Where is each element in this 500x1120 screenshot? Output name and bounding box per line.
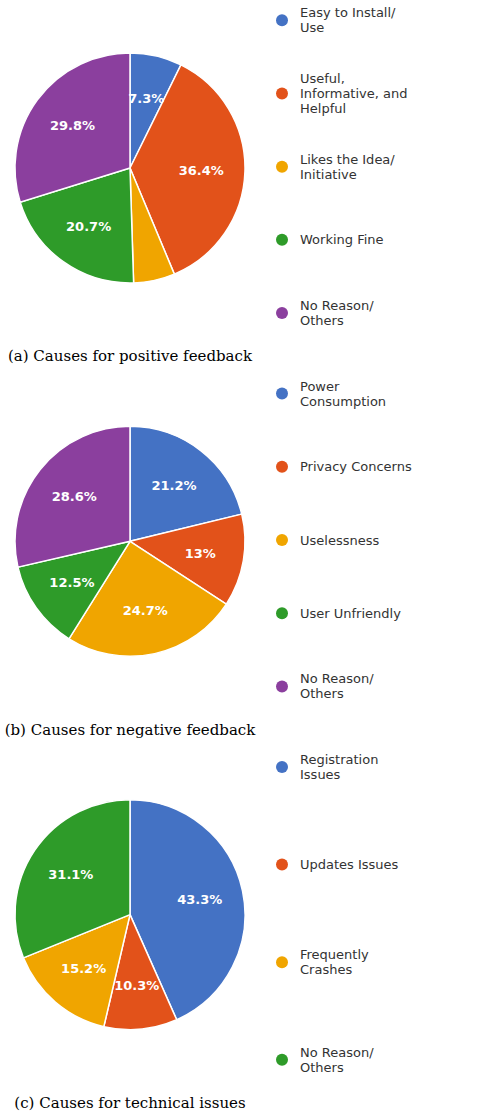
legend-label: No Reason/Others <box>300 671 374 701</box>
data-label: 7.3% <box>128 91 164 106</box>
data-label: 28.6% <box>52 489 97 504</box>
legend-label: Useful,Informative, andHelpful <box>300 71 407 116</box>
pie-slice <box>15 426 130 567</box>
data-label: 20.7% <box>66 219 111 234</box>
legend-label: FrequentlyCrashes <box>300 947 369 977</box>
data-label: 36.4% <box>179 163 224 178</box>
legend-marker <box>276 161 288 173</box>
chart: 7.3% 36.4% 20.7% 29.8% (a) Causes for positi… <box>8 5 408 365</box>
legend-marker <box>276 1054 288 1066</box>
legend-marker <box>276 234 288 246</box>
legend-marker <box>276 87 288 99</box>
legend-label: Easy to Install/Use <box>300 5 396 35</box>
legend: PowerConsumption Privacy Concerns Uselessn… <box>276 379 412 702</box>
figure: 7.3% 36.4% 20.7% 29.8% (a) Causes for positi… <box>0 0 500 1120</box>
legend-marker <box>276 14 288 26</box>
legend-marker <box>276 307 288 319</box>
legend-label: No Reason/Others <box>300 298 374 328</box>
legend-marker <box>276 859 288 871</box>
data-label: 24.7% <box>123 603 168 618</box>
legend-label: PowerConsumption <box>300 379 386 409</box>
legend-label: Uselessness <box>300 533 379 548</box>
legend-label: Working Fine <box>300 232 384 247</box>
data-labels: 43.3% 10.3% 15.2% 31.1% <box>48 867 222 993</box>
legend: Easy to Install/Use Useful,Informative, a… <box>276 5 407 328</box>
data-label: 43.3% <box>177 892 222 907</box>
data-labels: 7.3% 36.4% 20.7% 29.8% <box>50 91 224 234</box>
legend-label: No Reason/Others <box>300 1045 374 1075</box>
legend-marker <box>276 607 288 619</box>
legend-marker <box>276 761 288 773</box>
data-label: 29.8% <box>50 118 95 133</box>
chart: 43.3% 10.3% 15.2% 31.1% (c) Causes for techn… <box>14 752 398 1112</box>
pie-slice <box>130 168 174 283</box>
data-label: 10.3% <box>114 978 159 993</box>
data-label: 13% <box>185 546 216 561</box>
data-labels: 21.2% 13% 24.7% 12.5% 28.6% <box>49 478 215 619</box>
chart: 21.2% 13% 24.7% 12.5% 28.6% (b) Causes for ne… <box>5 379 412 739</box>
data-label: 31.1% <box>48 867 93 882</box>
legend-marker <box>276 461 288 473</box>
legend-marker <box>276 680 288 692</box>
chart-title: (c) Causes for technical issues <box>14 1094 245 1112</box>
legend-label: Likes the Idea/Initiative <box>300 152 395 182</box>
legend-label: RegistrationIssues <box>300 752 378 782</box>
pie <box>15 426 245 656</box>
legend: RegistrationIssues Updates Issues Frequent… <box>276 752 399 1075</box>
data-label: 12.5% <box>49 575 94 590</box>
pie-slice <box>15 53 130 202</box>
pie <box>15 53 245 283</box>
chart-title: (a) Causes for positive feedback <box>8 347 253 365</box>
legend-label: Updates Issues <box>300 857 399 872</box>
legend-marker <box>276 388 288 400</box>
legend-label: User Unfriendly <box>300 606 401 621</box>
legend-marker <box>276 956 288 968</box>
chart-title: (b) Causes for negative feedback <box>5 721 257 739</box>
data-label: 21.2% <box>151 478 196 493</box>
legend-label: Privacy Concerns <box>300 459 412 474</box>
data-label: 15.2% <box>61 961 106 976</box>
legend-marker <box>276 534 288 546</box>
pie <box>15 800 245 1030</box>
pie-slice <box>15 800 130 958</box>
